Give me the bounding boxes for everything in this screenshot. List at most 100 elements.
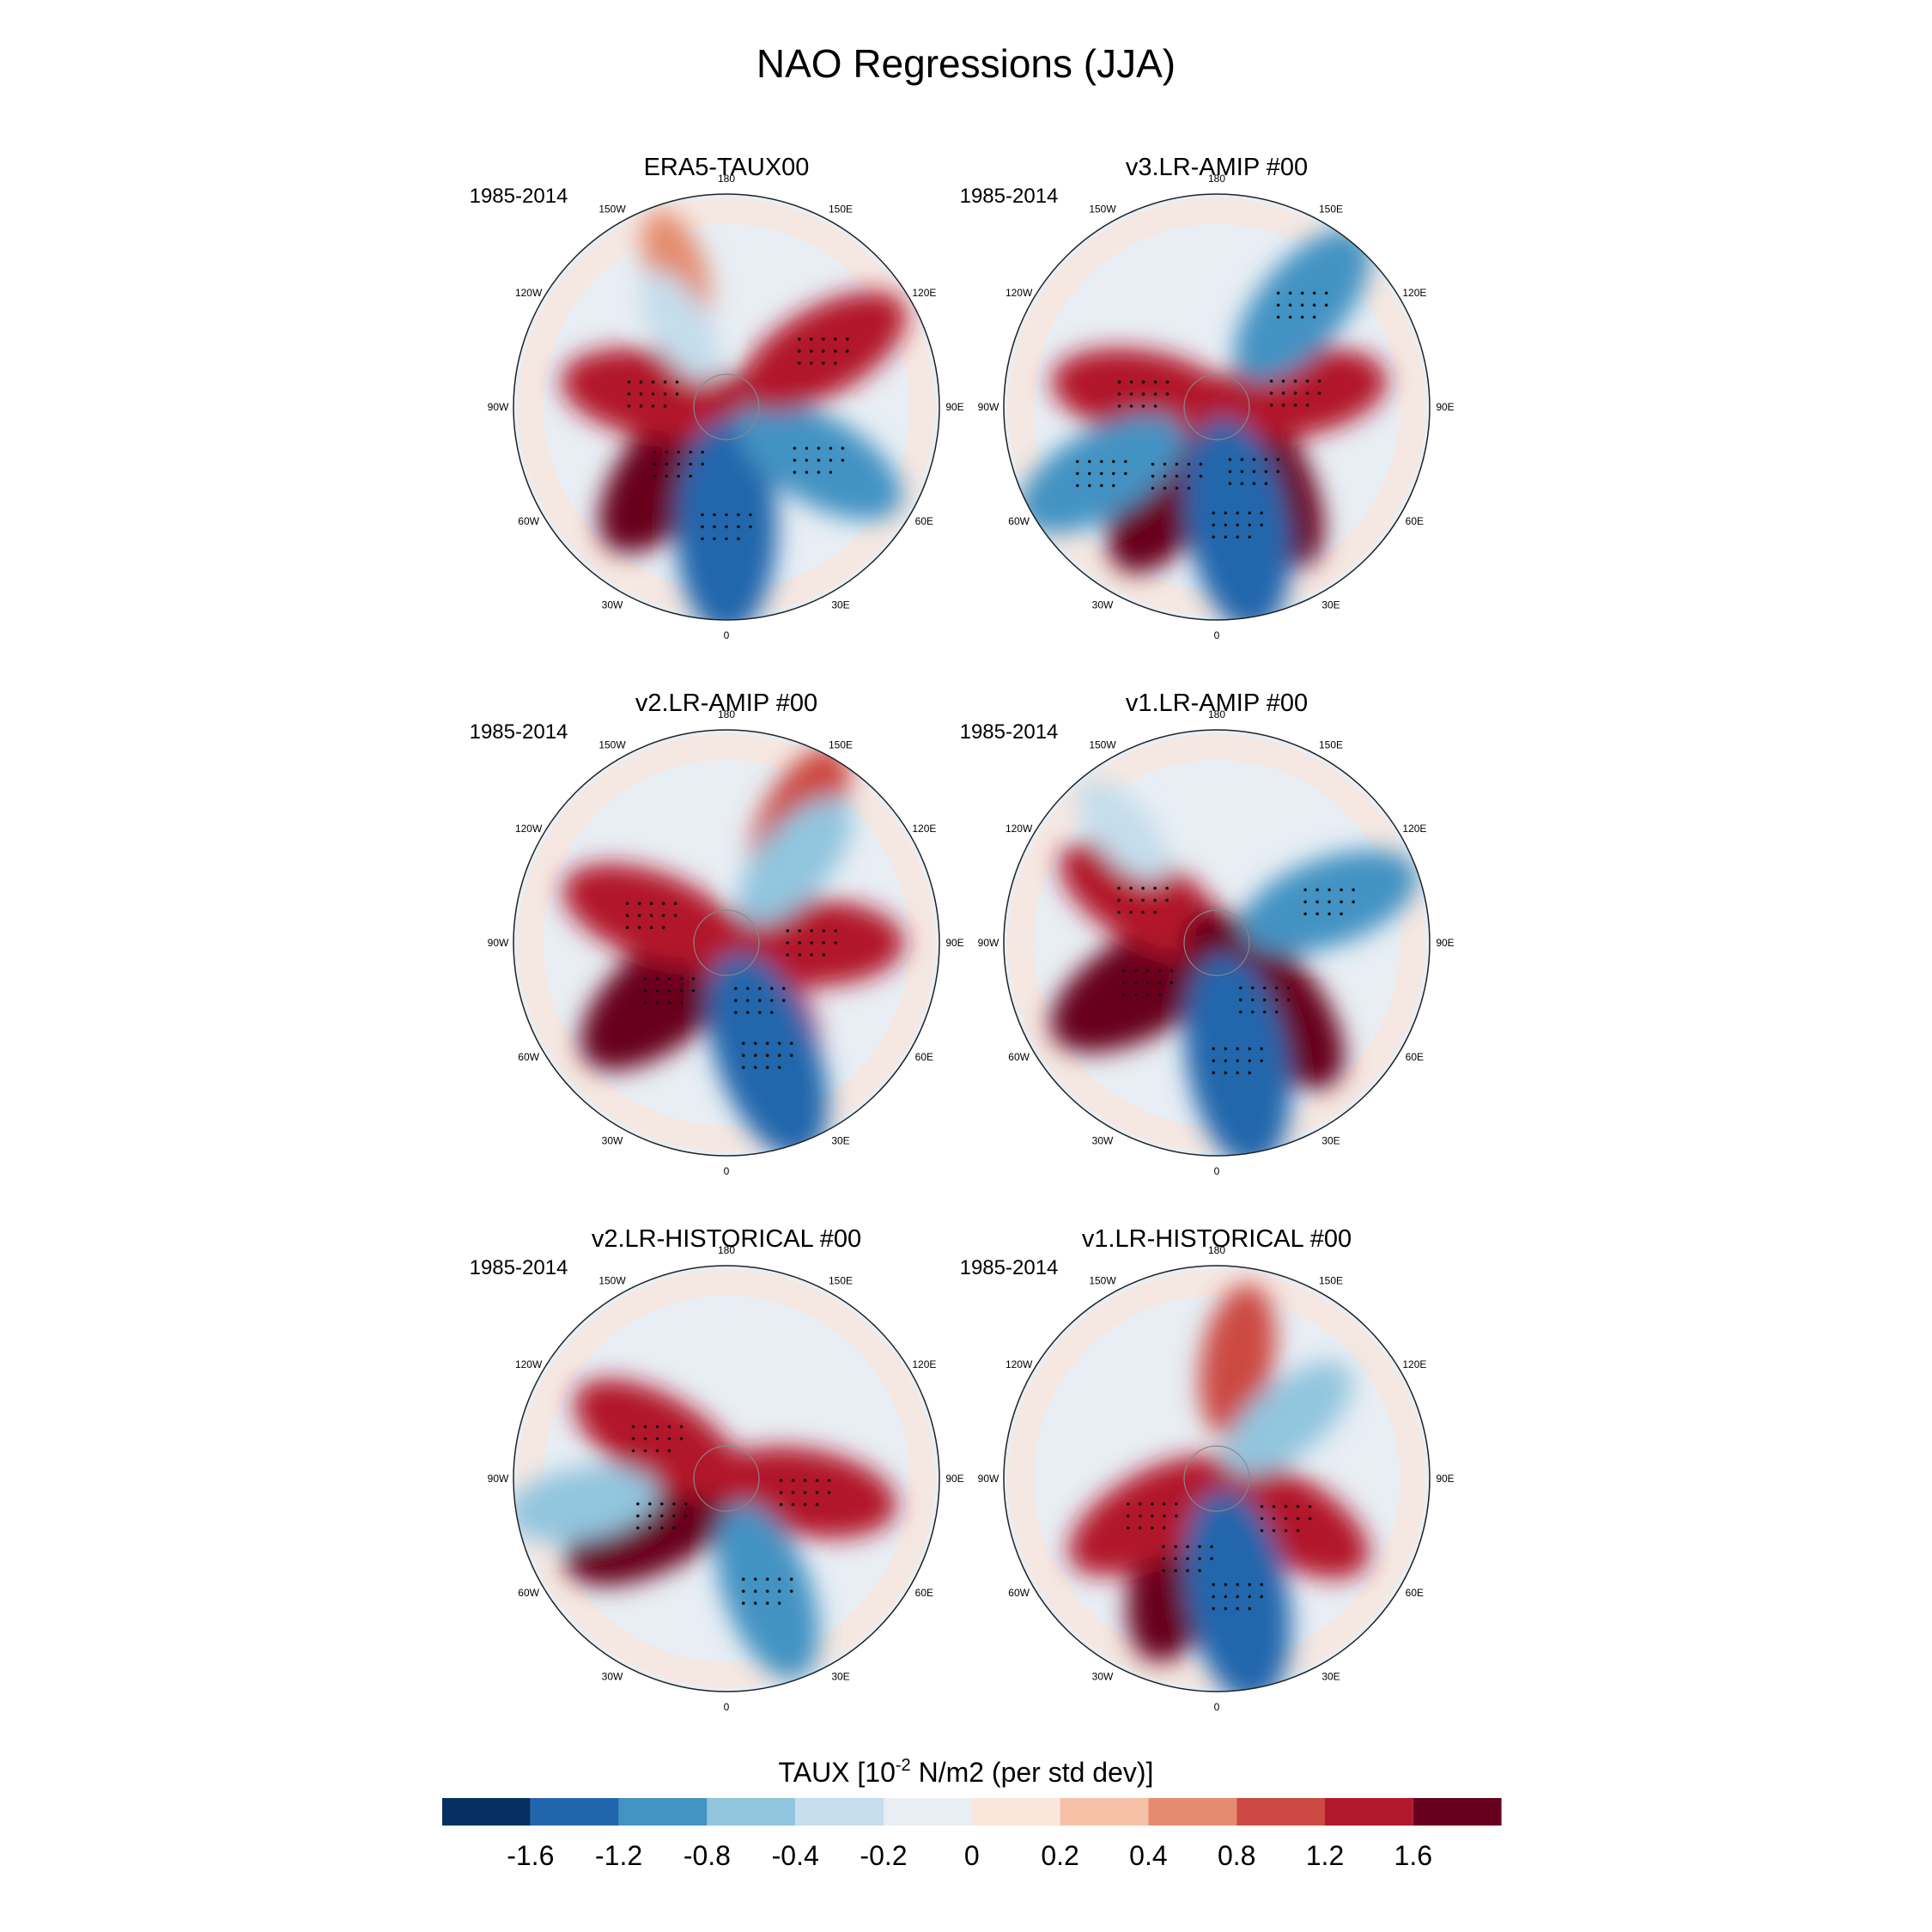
significance-dot [1224, 1607, 1228, 1611]
panel-period: 1985-2014 [470, 185, 568, 208]
significance-dot [725, 537, 728, 541]
significance-dot [713, 537, 716, 541]
colorbar-swatch [618, 1798, 708, 1826]
significance-dot [1133, 993, 1138, 997]
significance-dot [805, 471, 809, 474]
significance-dot [1260, 523, 1264, 527]
map-border [1003, 193, 1431, 621]
longitude-label: 60E [915, 515, 933, 527]
significance-dot [757, 987, 762, 990]
significance-dot [765, 1601, 769, 1605]
significance-dot [655, 976, 659, 981]
significance-dot [745, 987, 750, 990]
significance-dot [1308, 1516, 1312, 1521]
colorbar-tick-label: -0.4 [772, 1840, 819, 1871]
significance-dot [786, 941, 789, 945]
significance-dot [643, 1449, 647, 1453]
significance-dot [1174, 1569, 1177, 1573]
significance-dot [1151, 1502, 1154, 1506]
significance-dot [1129, 380, 1133, 384]
significance-dot [1260, 511, 1264, 515]
longitude-label: 120W [1005, 287, 1033, 299]
significance-dot [639, 392, 643, 396]
significance-dot [1151, 486, 1155, 490]
significance-dot [660, 1502, 664, 1506]
significance-dot [713, 525, 716, 529]
longitude-label: 30W [1092, 1670, 1114, 1682]
panel-period: 1985-2014 [470, 1256, 568, 1279]
significance-dot [777, 1589, 781, 1593]
significance-dot [1300, 303, 1304, 307]
significance-dot [653, 450, 657, 454]
colorbar-swatch [1413, 1798, 1502, 1826]
significance-dot [1212, 1607, 1216, 1611]
significance-dot [1162, 1557, 1165, 1561]
significance-dot [1300, 315, 1304, 319]
significance-dot [1236, 1071, 1240, 1075]
significance-dot [834, 941, 837, 945]
significance-dot [1157, 981, 1162, 985]
significance-dot [1228, 458, 1232, 461]
longitude-label: 150W [1089, 1275, 1116, 1287]
longitude-label: 150W [598, 739, 626, 751]
significance-dot [833, 349, 837, 353]
significance-dot [821, 361, 825, 365]
significance-dot [1117, 898, 1121, 902]
significance-dot [1238, 986, 1242, 990]
significance-dot [765, 1589, 769, 1593]
significance-dot [689, 462, 693, 466]
longitude-label: 60W [518, 515, 539, 527]
significance-dot [1224, 523, 1228, 527]
longitude-label: 120E [1402, 1358, 1426, 1370]
significance-dot [797, 337, 801, 341]
significance-dot [1174, 1557, 1177, 1561]
significance-dot [643, 1425, 647, 1429]
longitude-label: 90W [488, 1473, 509, 1485]
significance-dot [643, 976, 647, 981]
significance-dot [1272, 1504, 1276, 1509]
significance-dot [786, 953, 789, 957]
significance-dot [737, 525, 740, 529]
significance-dot [777, 1066, 781, 1069]
panel-title: v2.LR-HISTORICAL #00 [592, 1225, 861, 1253]
significance-dot [753, 1601, 757, 1605]
significance-dot [791, 1491, 795, 1494]
significance-dot [637, 902, 641, 905]
panel-period: 1985-2014 [960, 720, 1059, 744]
significance-dot [789, 1577, 793, 1581]
longitude-label: 60E [915, 1051, 933, 1063]
regression-anomaly [738, 797, 853, 926]
significance-dot [1293, 404, 1297, 407]
significance-dot [1305, 392, 1309, 395]
significance-dot [1075, 459, 1079, 464]
map-panel: v2.LR-AMIP #00 1985-2014 180 150E 120E 90E 60E… [470, 690, 964, 1177]
longitude-label: 60E [915, 1587, 933, 1599]
significance-dot [655, 1000, 659, 1005]
significance-dot [1141, 910, 1145, 914]
significance-dot [648, 1502, 652, 1506]
significance-dot [1199, 462, 1203, 466]
significance-dot [1250, 1010, 1255, 1014]
coastline [693, 909, 760, 976]
colorbar-swatch [971, 1798, 1060, 1826]
significance-dot [1236, 511, 1240, 515]
significance-dot [1236, 1607, 1240, 1611]
significance-dot [1276, 315, 1280, 319]
significance-dot [675, 380, 679, 384]
significance-dot [753, 1042, 757, 1045]
longitude-label: 60W [518, 1587, 539, 1599]
significance-dot [1153, 380, 1157, 384]
significance-dot [833, 361, 837, 365]
significance-dot [793, 447, 797, 450]
significance-dot [1117, 380, 1121, 384]
significance-dot [637, 914, 641, 917]
significance-dot [667, 1437, 671, 1441]
colorbar-swatch [1060, 1798, 1149, 1826]
significance-dot [1163, 462, 1167, 466]
significance-dot [667, 1000, 671, 1005]
regression-anomaly [1224, 1361, 1352, 1476]
significance-dot [1175, 462, 1179, 466]
significance-dot [810, 941, 813, 945]
longitude-label: 120W [515, 823, 543, 835]
significance-dot [725, 513, 728, 517]
